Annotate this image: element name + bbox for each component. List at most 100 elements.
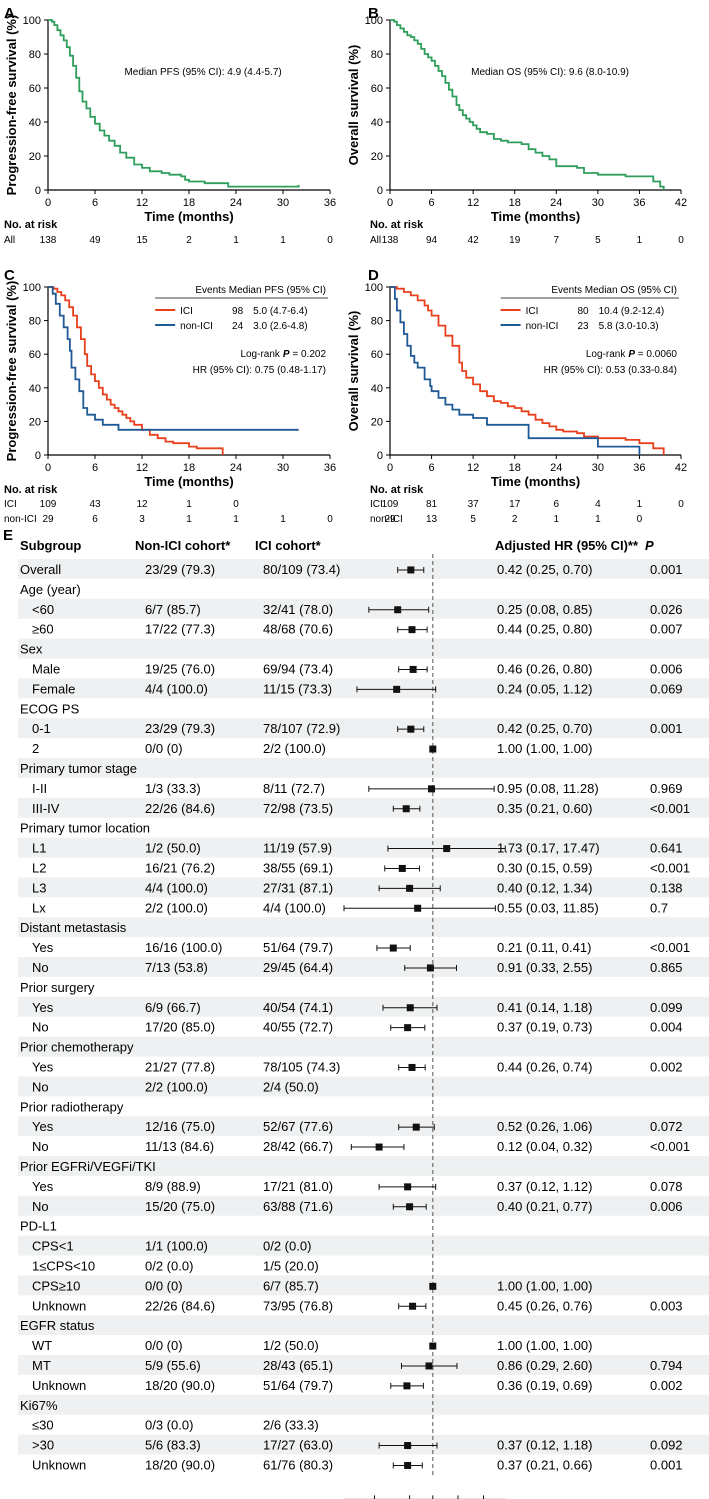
hr-point	[409, 665, 417, 673]
x-tick-label: 6	[429, 197, 435, 209]
logrank-value: = 0.202	[290, 349, 327, 360]
median-annotation: Median PFS (95% CI): 4.9 (4.4-5.7)	[124, 67, 281, 78]
hr-text: 0.41 (0.14, 1.18)	[497, 1000, 592, 1015]
subgroup-label: L1	[32, 841, 46, 856]
p-symbol: P	[283, 349, 290, 360]
nonici-events: 12/16 (75.0)	[145, 1119, 215, 1134]
y-tick-label: 40	[29, 117, 41, 129]
hr-text: 0.95 (0.08, 11.28)	[497, 781, 599, 796]
hr-text: 0.40 (0.12, 1.34)	[497, 880, 592, 895]
hazard-ratio-text: HR (95% CI): 0.53 (0.33-0.84)	[544, 365, 677, 376]
row-stripe	[18, 1036, 709, 1057]
hr-text: 1.00 (1.00, 1.00)	[497, 1278, 592, 1293]
p-value: 0.092	[650, 1438, 683, 1453]
ici-events: 73/95 (76.8)	[263, 1298, 333, 1313]
risk-count: 43	[89, 499, 101, 510]
risk-count: 109	[382, 499, 399, 510]
nonici-events: 6/7 (85.7)	[145, 602, 201, 617]
p-value: 0.006	[650, 662, 683, 677]
ci-mark-41	[390, 1382, 424, 1390]
y-tick-label: 20	[29, 151, 41, 163]
ici-events: 48/68 (70.6)	[263, 622, 333, 637]
risk-count: 1	[280, 235, 286, 246]
ci-mark-5	[398, 665, 428, 673]
nonici-events: 7/13 (53.8)	[145, 960, 208, 975]
risk-count: 3	[139, 514, 145, 525]
hr-text: 1.00 (1.00, 1.00)	[497, 1338, 592, 1353]
nonici-events: 17/22 (77.3)	[145, 622, 215, 637]
risk-row-label: All	[370, 235, 381, 246]
risk-count: 5	[470, 514, 476, 525]
x-tick-label: 0	[387, 197, 393, 209]
p-value: 0.072	[650, 1119, 683, 1134]
row-stripe	[18, 1195, 709, 1216]
nonici-events: 15/20 (75.0)	[145, 1199, 215, 1214]
subgroup-label: ≤30	[32, 1418, 54, 1433]
ci-mark-45	[392, 1461, 423, 1469]
x-tick-label: 6	[429, 462, 435, 474]
subgroup-label: CPS<1	[32, 1239, 74, 1254]
header-ici: ICI cohort*	[255, 538, 322, 553]
y-axis-label: Progression-free survival (%)	[4, 281, 19, 462]
p-value: 0.001	[650, 1458, 683, 1473]
hr-point	[429, 1342, 437, 1350]
risk-count: 42	[468, 235, 480, 246]
row-stripe	[18, 598, 709, 619]
ci-mark-25	[398, 1063, 426, 1071]
survival-curve-0	[390, 286, 665, 455]
risk-count: 1	[233, 514, 239, 525]
legend-median: 5.0 (4.7-6.4)	[253, 306, 307, 317]
hr-point	[404, 1461, 412, 1469]
row-stripe	[18, 718, 709, 739]
logrank-pvalue: Log-rank P = 0.0060	[586, 349, 678, 360]
y-tick-label: 0	[377, 185, 383, 197]
nonici-events: 1/2 (50.0)	[145, 841, 201, 856]
p-value: 0.138	[650, 880, 683, 895]
p-value: 0.001	[650, 562, 683, 577]
ci-mark-16	[378, 884, 441, 892]
p-value: 0.004	[650, 1020, 683, 1035]
risk-count: 138	[40, 235, 57, 246]
ici-events: 27/31 (87.1)	[263, 880, 333, 895]
ici-events: 17/27 (63.0)	[263, 1438, 333, 1453]
panel-letter: C	[4, 267, 15, 284]
hr-text: 0.24 (0.05, 1.12)	[497, 681, 592, 696]
y-axis-label: Overall survival (%)	[346, 311, 361, 432]
y-tick-label: 80	[371, 316, 383, 328]
risk-count: 1	[186, 514, 192, 525]
p-value: 0.003	[650, 1298, 683, 1313]
row-stripe	[18, 917, 709, 938]
nonici-events: 23/29 (79.3)	[145, 721, 215, 736]
panel-letter: E	[3, 527, 13, 544]
ci-mark-44	[378, 1442, 438, 1450]
y-tick-label: 60	[29, 349, 41, 361]
subgroup-label: <60	[32, 602, 54, 617]
row-stripe	[18, 837, 709, 858]
subgroup-label: Lx	[32, 900, 46, 915]
subgroup-label: WT	[32, 1338, 52, 1353]
risk-count: 94	[426, 235, 438, 246]
x-axis-label: Time (months)	[144, 474, 233, 489]
ici-events: 51/64 (79.7)	[263, 1378, 333, 1393]
hr-text: 0.21 (0.11, 0.41)	[497, 940, 591, 955]
hr-point	[408, 1063, 416, 1071]
forest-plot-svg: E Subgroup Non-ICI cohort* ICI cohort* Adjus…	[3, 527, 709, 1499]
hr-text: 0.25 (0.08, 0.85)	[497, 602, 592, 617]
subgroup-header: PD-L1	[20, 1219, 57, 1234]
p-value: 0.078	[650, 1179, 683, 1194]
subgroup-label: 2	[32, 741, 39, 756]
nonici-events: 0/3 (0.0)	[145, 1418, 193, 1433]
p-value: 0.865	[650, 960, 683, 975]
y-tick-label: 100	[365, 282, 383, 294]
x-axis-label: Time (months)	[491, 209, 580, 224]
p-value: 0.099	[650, 1000, 683, 1015]
subgroup-label: I-II	[32, 781, 47, 796]
x-tick-label: 24	[230, 462, 242, 474]
x-tick-label: 42	[675, 462, 687, 474]
subgroup-label: Yes	[32, 1060, 54, 1075]
hr-text: 0.30 (0.15, 0.59)	[497, 861, 592, 876]
risk-count: 138	[382, 235, 399, 246]
panel-letter: B	[368, 5, 379, 22]
legend-name: ICI	[526, 306, 539, 317]
